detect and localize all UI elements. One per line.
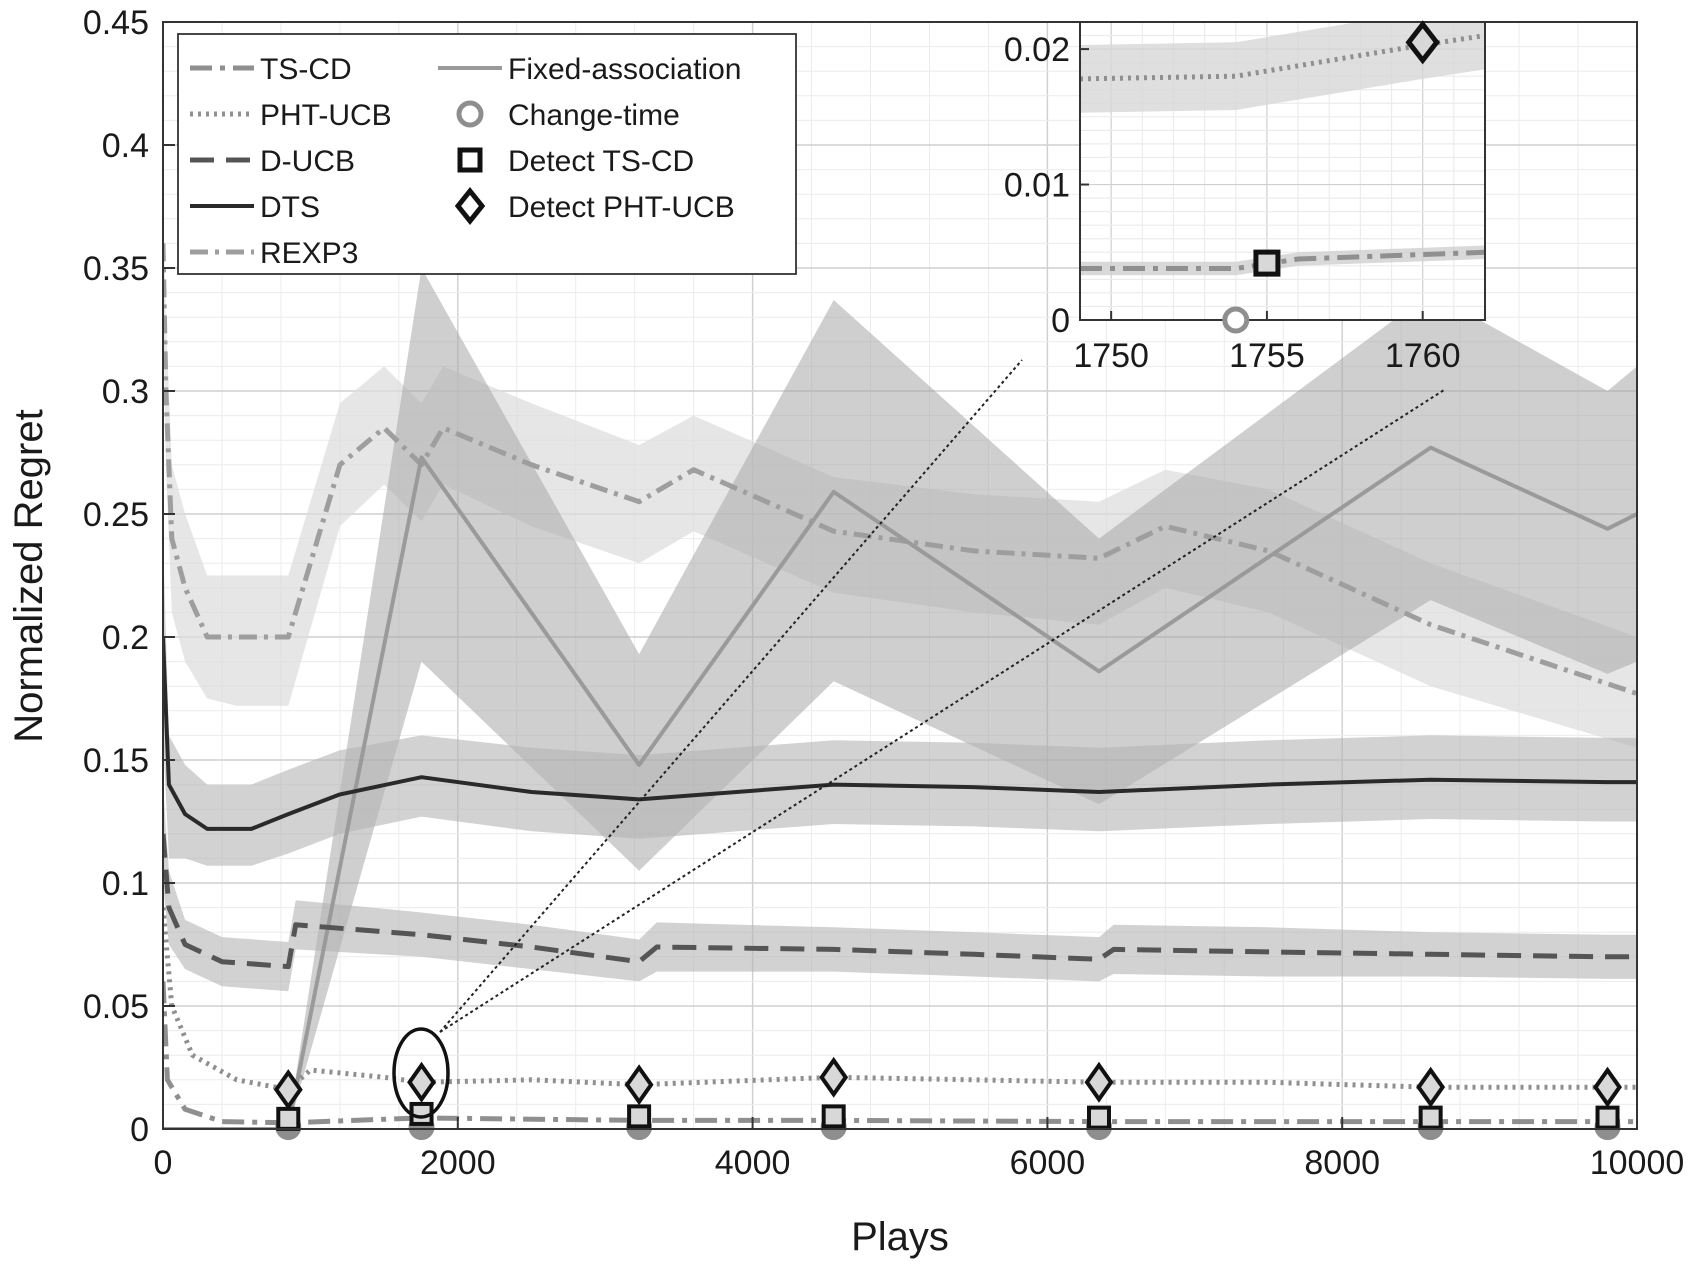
- x-tick-label: 6000: [1010, 1144, 1086, 1182]
- legend-label: D-UCB: [260, 145, 355, 178]
- legend-sample-change-time: [456, 100, 484, 128]
- x-tick-label: 0: [154, 1144, 173, 1182]
- band-fixed-association: [163, 268, 1637, 1129]
- inset-change-time-marker: [1222, 306, 1250, 334]
- detect-ts-cd-marker: [1086, 1105, 1111, 1130]
- legend-label: Fixed-association: [508, 53, 741, 86]
- inset-y-tick-label: 0: [1051, 302, 1070, 340]
- detect-ts-cd-marker: [1595, 1105, 1620, 1130]
- line-rexp3: [163, 243, 1637, 696]
- event-markers: [273, 1056, 1622, 1140]
- y-tick-label: 0: [130, 1111, 149, 1149]
- detect-pht-ucb-marker: [273, 1069, 303, 1111]
- inset-x-tick-label: 1755: [1229, 337, 1305, 375]
- legend-label: TS-CD: [260, 53, 352, 86]
- inset-ticks: 1750 1755 1760 0 0.01 0.02: [1004, 31, 1461, 375]
- inset-detect-pht-ucb-marker: [1405, 20, 1440, 65]
- zoom-ellipse: [392, 1027, 450, 1119]
- band-d-ucb: [163, 784, 1637, 992]
- inset-zoom: 1750 1755 1760 0 0.01 0.02: [1004, 20, 1486, 375]
- detect-ts-cd-marker: [276, 1106, 301, 1131]
- legend-label: REXP3: [260, 237, 358, 270]
- detect-ts-cd-marker: [821, 1104, 846, 1129]
- legend-label: Detect PHT-UCB: [508, 191, 735, 224]
- inset-markers: [1222, 20, 1440, 334]
- axis-ticks: 0 2000 4000 6000 8000 10000 0 0.05 0.1 0.15 0.2 0.2…: [83, 4, 1684, 1182]
- plot-frame: [162, 21, 1638, 1130]
- legend-label: Change-time: [508, 99, 680, 132]
- x-tick-label: 8000: [1304, 1144, 1380, 1182]
- legend-label: PHT-UCB: [260, 99, 392, 132]
- inset-x-tick-label: 1760: [1385, 337, 1461, 375]
- inset-detect-ts-cd-marker: [1253, 249, 1281, 277]
- y-tick-label: 0.35: [83, 250, 149, 288]
- y-tick-label: 0.1: [102, 865, 149, 903]
- detect-pht-ucb-marker: [1593, 1066, 1622, 1108]
- line-dts: [163, 636, 1637, 831]
- y-tick-label: 0.3: [102, 373, 149, 411]
- legend-box: [177, 33, 797, 275]
- inset-line-pht-ucb: [1080, 33, 1485, 82]
- detect-pht-ucb-marker: [624, 1064, 654, 1106]
- legend-sample-detect-ts-cd: [457, 147, 483, 173]
- inset-y-tick-label: 0.02: [1004, 31, 1070, 69]
- legend-label: Detect TS-CD: [508, 145, 694, 178]
- series-lines: [163, 243, 1637, 1129]
- detect-pht-ucb-marker: [407, 1061, 436, 1103]
- line-d-ucb: [163, 833, 1637, 970]
- x-tick-label: 10000: [1590, 1144, 1685, 1182]
- y-axis-label: Normalized Regret: [7, 409, 51, 742]
- zoom-connector-right: [439, 389, 1445, 1033]
- x-axis-label: Plays: [851, 1215, 949, 1259]
- y-tick-label: 0.4: [102, 127, 149, 165]
- line-ts-cd: [163, 981, 1637, 1126]
- detect-ts-cd-marker: [627, 1104, 652, 1129]
- x-tick-label: 2000: [420, 1144, 496, 1182]
- x-tick-label: 4000: [715, 1144, 791, 1182]
- y-tick-label: 0.2: [102, 619, 149, 657]
- detect-pht-ucb-marker: [1084, 1061, 1114, 1103]
- y-tick-label: 0.45: [83, 4, 149, 42]
- detect-ts-cd-marker: [1418, 1105, 1443, 1130]
- inset-band-pht-ucb: [1080, 22, 1485, 113]
- detect-pht-ucb-marker: [1416, 1066, 1446, 1108]
- zoom-connector-left: [439, 359, 1023, 1033]
- legend-sample-detect-pht-ucb: [454, 186, 486, 226]
- y-tick-label: 0.05: [83, 988, 149, 1026]
- line-pht-ucb: [163, 907, 1637, 1093]
- y-tick-label: 0.15: [83, 742, 149, 780]
- legend-label: DTS: [260, 191, 320, 224]
- inset-y-tick-label: 0.01: [1004, 167, 1070, 205]
- inset-frame: [1079, 21, 1486, 321]
- y-tick-label: 0.25: [83, 496, 149, 534]
- legend: TS-CD PHT-UCB D-UCB DTS REXP3 Fixed-associati…: [177, 33, 797, 275]
- detect-pht-ucb-marker: [819, 1056, 849, 1098]
- inset-x-tick-label: 1750: [1073, 337, 1149, 375]
